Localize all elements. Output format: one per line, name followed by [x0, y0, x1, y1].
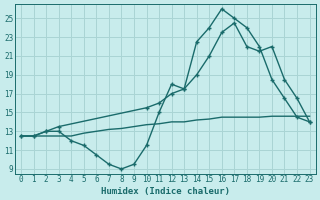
X-axis label: Humidex (Indice chaleur): Humidex (Indice chaleur): [101, 187, 230, 196]
